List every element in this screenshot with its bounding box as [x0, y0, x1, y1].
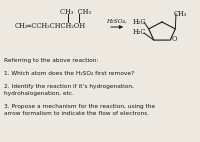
- Text: O: O: [171, 35, 177, 43]
- Text: 1. Which atom does the H₂SO₄ first remove?: 1. Which atom does the H₂SO₄ first remov…: [4, 71, 134, 76]
- Text: 2. Identify the reaction if it’s hydrogenation,
hydrohalogenation, etc.: 2. Identify the reaction if it’s hydroge…: [4, 84, 134, 96]
- Text: H₂C: H₂C: [133, 28, 146, 36]
- Text: H₂SO₄,: H₂SO₄,: [107, 19, 127, 24]
- Text: Referring to the above reaction:: Referring to the above reaction:: [4, 58, 98, 63]
- Text: CH₃  CH₃: CH₃ CH₃: [60, 8, 91, 16]
- Text: CH₂═CCH₂CHCH₂OH: CH₂═CCH₂CHCH₂OH: [15, 22, 86, 30]
- Text: CH₃: CH₃: [174, 10, 187, 18]
- Text: H₂C: H₂C: [133, 18, 146, 26]
- Text: 3. Propose a mechanism for the reaction, using the
arrow formalism to indicate t: 3. Propose a mechanism for the reaction,…: [4, 104, 155, 116]
